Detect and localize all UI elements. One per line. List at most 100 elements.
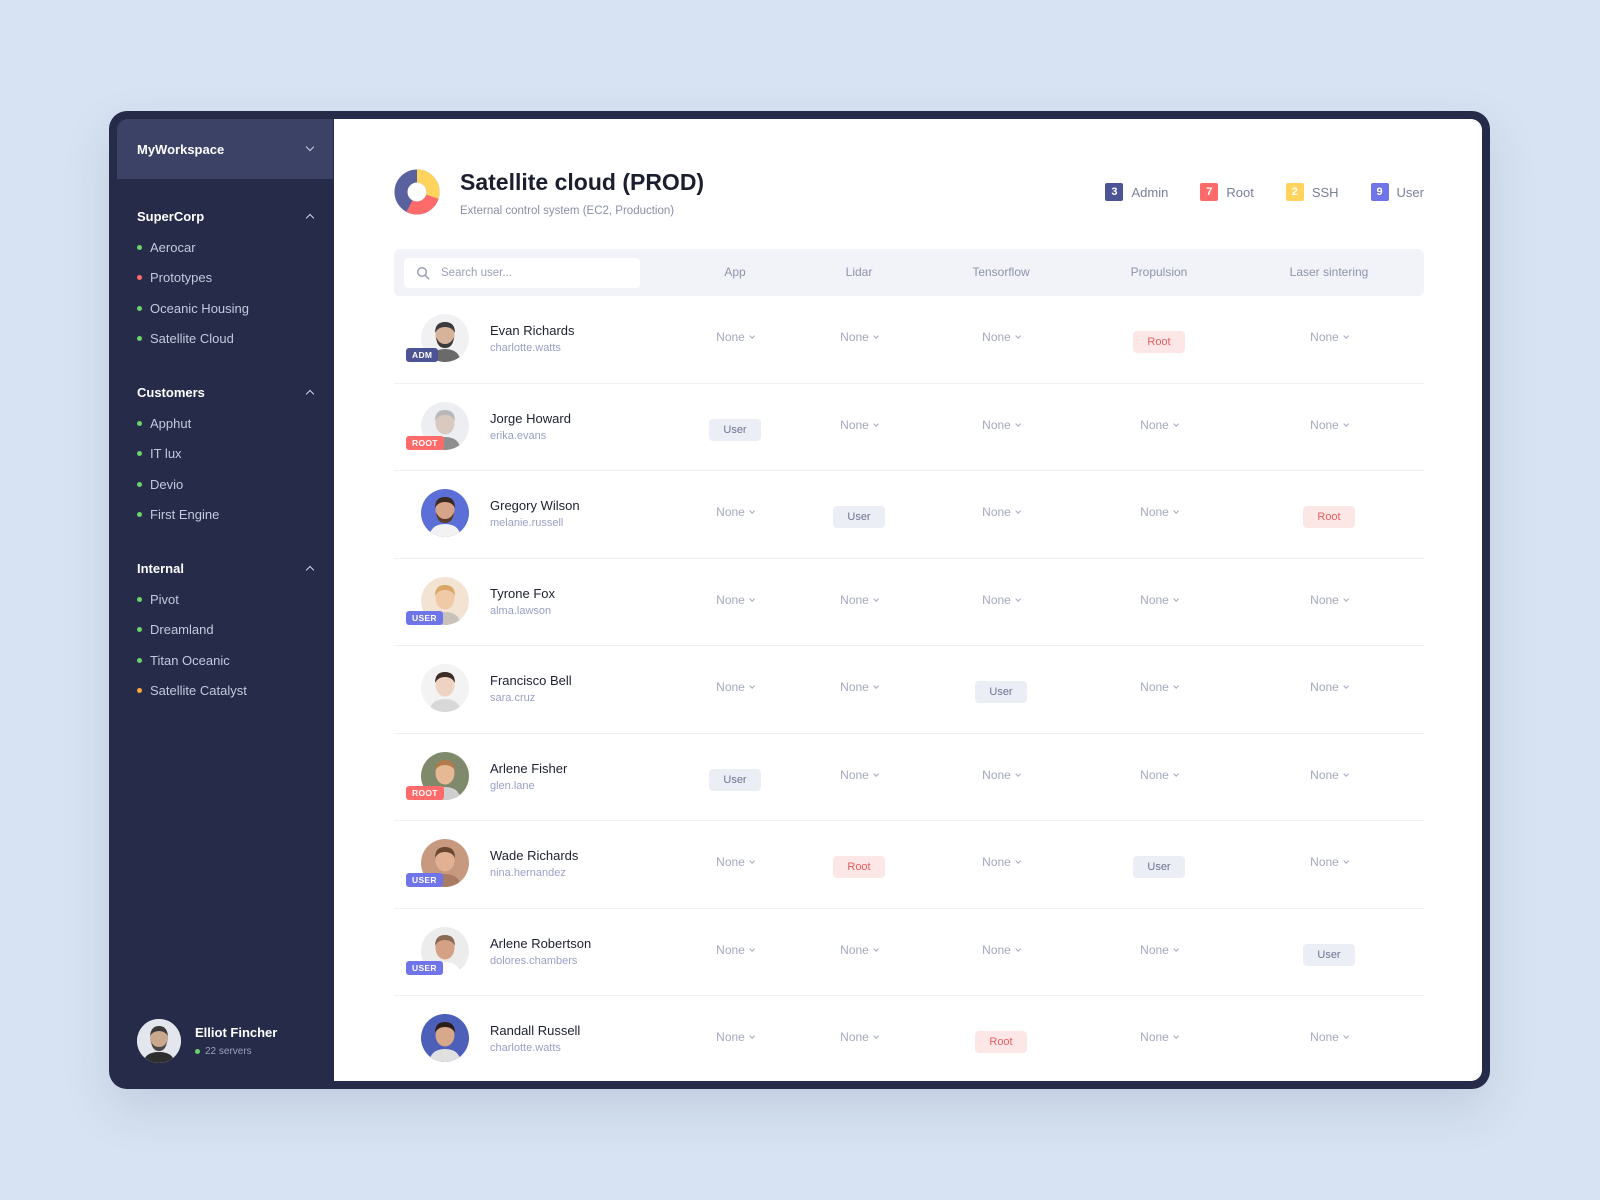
column-header-tensorflow[interactable]: Tensorflow [972,265,1030,279]
permission-select[interactable]: None [1310,855,1349,869]
nav-group-header[interactable]: Customers [137,381,315,403]
sidebar-item-prototypes[interactable]: Prototypes [137,263,313,294]
chevron-down-icon [1173,420,1179,427]
user-name: Wade Richards [490,848,579,863]
sidebar-item-oceanic-housing[interactable]: Oceanic Housing [137,293,313,324]
permission-select[interactable]: None [716,943,755,957]
sidebar-item-label: Pivot [150,591,179,607]
table-row[interactable]: ROOT Jorge Howard erika.evans User None None N… [394,384,1424,471]
nav-group-header[interactable]: SuperCorp [137,205,315,227]
role-badge: USER [406,873,443,887]
current-user[interactable]: Elliot Fincher 22 servers [137,1019,277,1063]
role-badge: USER [406,610,443,625]
permission-select[interactable]: None [716,855,755,869]
user-name: Francisco Bell [490,673,572,688]
permission-select[interactable]: None [840,330,879,344]
nav-group-title: SuperCorp [137,208,205,224]
permission-select[interactable]: None [1310,680,1349,694]
permission-badge-user[interactable]: User [833,506,885,528]
table-row[interactable]: Gregory Wilson melanie.russell None User Non… [394,471,1424,559]
permission-select[interactable]: None [1310,768,1349,782]
avatar [421,489,469,537]
permission-select[interactable]: None [716,330,755,344]
permission-select[interactable]: None [982,768,1021,782]
permission-select[interactable]: None [1310,418,1349,432]
table-row[interactable]: USER Tyrone Fox alma.lawson None None None Non… [394,559,1424,646]
permission-select[interactable]: None [1140,680,1179,694]
permission-badge-user[interactable]: User [1303,943,1355,966]
permission-select[interactable]: None [1140,593,1179,607]
permission-select[interactable]: None [982,593,1021,607]
chevron-down-icon [1343,683,1349,689]
workspace-switcher[interactable]: MyWorkspace [117,119,333,179]
permission-select[interactable]: None [982,855,1021,869]
chevron-down-icon [749,683,755,689]
status-dot [195,1049,200,1054]
permission-select[interactable]: None [1310,330,1349,344]
permission-badge-root[interactable]: Root [833,856,885,878]
column-header-app[interactable]: App [724,265,746,279]
nav-group-header[interactable]: Internal [137,557,315,579]
permission-select[interactable]: None [840,418,879,432]
app-window: MyWorkspace SuperCorp Aerocar Prototypes Oc… [109,111,1490,1089]
nav-group-items: Aerocar Prototypes Oceanic Housing Satellit… [137,232,313,354]
sidebar-item-pivot[interactable]: Pivot [137,584,313,615]
permission-select[interactable]: None [840,768,879,782]
sidebar-item-it-lux[interactable]: IT lux [137,439,313,470]
permission-select[interactable]: None [1140,943,1179,957]
permission-select[interactable]: None [716,1030,755,1044]
permission-badge-root[interactable]: Root [1133,331,1185,353]
sidebar-item-satellite-cloud[interactable]: Satellite Cloud [137,324,313,355]
permission-select[interactable]: None [982,505,1021,519]
sidebar-item-dreamland[interactable]: Dreamland [137,615,313,646]
table-row[interactable]: ROOT Arlene Fisher glen.lane User None None No… [394,734,1424,821]
permission-value: None [1140,767,1169,782]
nav-group-customers: Customers Apphut IT lux Devio First Engine [117,381,333,530]
permission-select[interactable]: None [982,330,1021,344]
permission-select[interactable]: None [716,505,755,519]
permission-badge-user[interactable]: User [975,681,1027,703]
permission-select[interactable]: None [716,680,755,694]
permission-select[interactable]: None [840,593,879,607]
sidebar-item-apphut[interactable]: Apphut [137,408,313,439]
user-handle: glen.lane [490,779,535,792]
status-dot [137,596,142,602]
sidebar-item-titan-oceanic[interactable]: Titan Oceanic [137,645,313,676]
column-header-laser-sintering[interactable]: Laser sintering [1289,265,1369,279]
permission-select[interactable]: None [1140,767,1179,782]
table-row[interactable]: USER Arlene Robertson dolores.chambers None… [394,909,1424,996]
permission-select[interactable]: None [1310,593,1349,607]
table-row[interactable]: USER Wade Richards nina.hernandez None Root N… [394,821,1424,909]
table-row[interactable]: Francisco Bell sara.cruz None None User None N… [394,646,1424,734]
permission-badge-user[interactable]: User [709,768,761,791]
chevron-down-icon [1015,945,1021,952]
table-row[interactable]: ADM Evan Richards charlotte.watts None None N… [394,296,1424,384]
chevron-up-icon [305,213,315,222]
permission-select[interactable]: None [982,418,1021,432]
permission-select[interactable]: None [840,1030,879,1044]
sidebar-item-satellite-catalyst[interactable]: Satellite Catalyst [137,676,313,707]
permission-badge-user[interactable]: User [1133,856,1185,878]
permission-select[interactable]: None [840,943,879,957]
permission-select[interactable]: None [716,593,755,607]
table-row[interactable]: Randall Russell charlotte.watts None None Ro… [394,996,1424,1081]
search-input[interactable] [441,267,621,279]
sidebar-item-devio[interactable]: Devio [137,469,313,500]
permission-select[interactable]: None [1140,505,1179,519]
chevron-up-icon [305,389,315,398]
permission-select[interactable]: None [1310,1030,1349,1044]
sidebar-item-label: Dreamland [150,622,214,638]
sidebar-item-aerocar[interactable]: Aerocar [137,232,313,263]
permission-badge-user[interactable]: User [709,418,761,441]
column-header-lidar[interactable]: Lidar [845,265,873,279]
chevron-down-icon [1343,595,1349,602]
permission-select[interactable]: None [1140,1030,1179,1044]
column-header-propulsion[interactable]: Propulsion [1130,265,1188,279]
search-box[interactable] [404,258,640,288]
permission-select[interactable]: None [1140,418,1179,432]
sidebar-item-first-engine[interactable]: First Engine [137,500,313,531]
permission-select[interactable]: None [982,943,1021,957]
permission-select[interactable]: None [840,680,879,694]
permission-badge-root[interactable]: Root [975,1031,1027,1053]
permission-badge-root[interactable]: Root [1303,506,1355,528]
